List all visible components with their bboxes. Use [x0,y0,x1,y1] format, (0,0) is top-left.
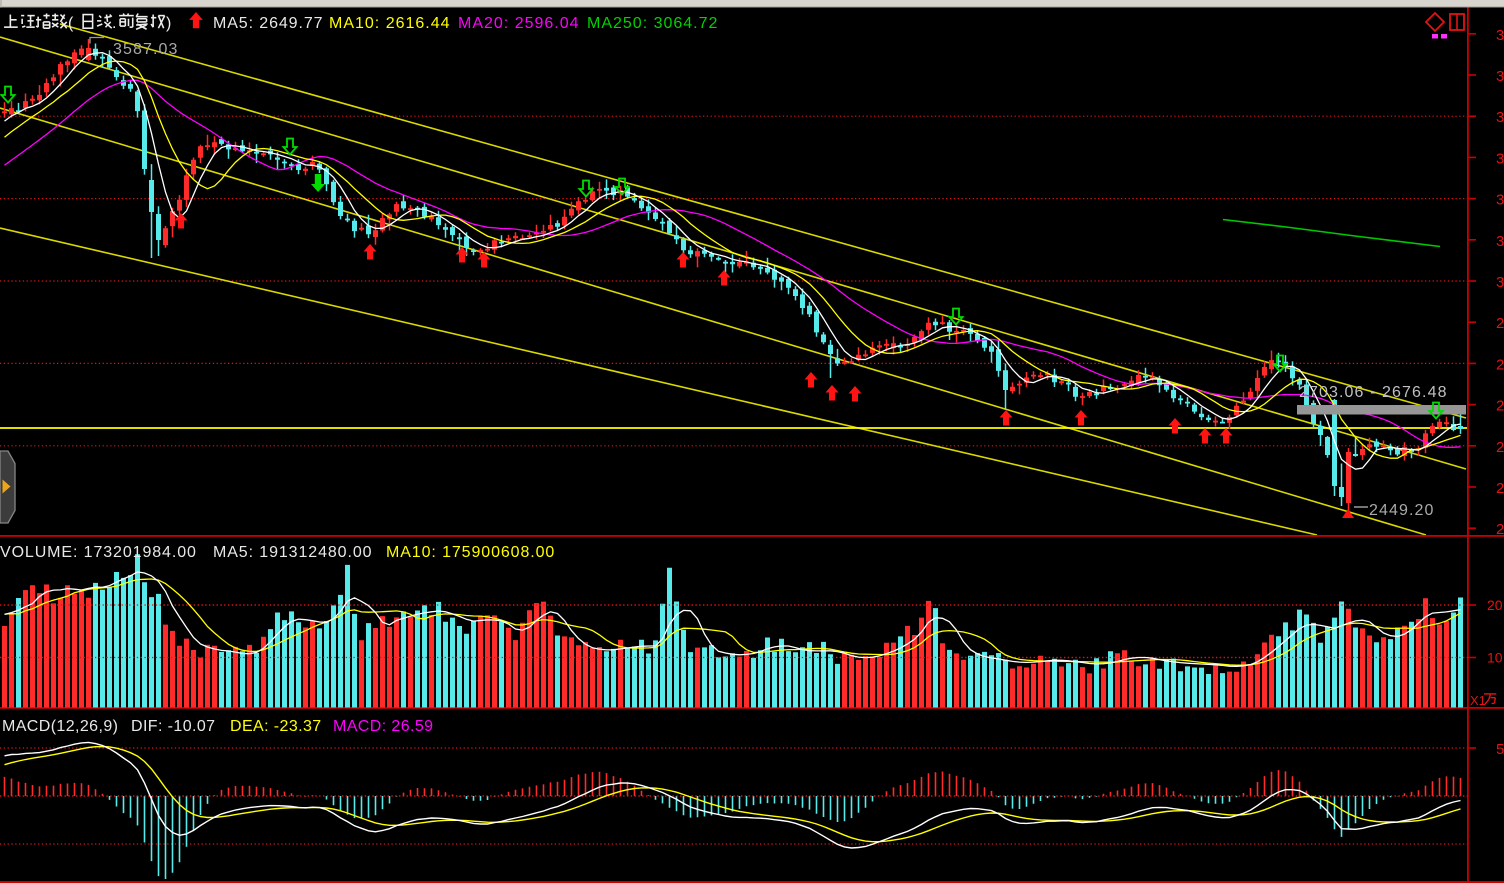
svg-text:2703.06 - 2676.48: 2703.06 - 2676.48 [1299,384,1448,401]
svg-text:3587.03: 3587.03 [113,41,179,58]
svg-text:3100: 3100 [1496,233,1504,250]
svg-text:MA10: 175900608.00: MA10: 175900608.00 [386,544,555,561]
svg-text:20: 20 [1487,597,1503,613]
svg-text:2500: 2500 [1496,480,1504,497]
svg-text:3500: 3500 [1496,68,1504,85]
svg-text:MA5: 191312480.00: MA5: 191312480.00 [213,544,372,561]
svg-text:3300: 3300 [1496,150,1504,167]
svg-text:MA10: 2616.44: MA10: 2616.44 [329,15,451,32]
svg-text:MACD: 26.59: MACD: 26.59 [333,718,433,735]
svg-text:MA250: 3064.72: MA250: 3064.72 [587,15,718,32]
svg-text:2400: 2400 [1496,521,1504,538]
svg-text:(: ( [68,15,74,32]
svg-text:2900: 2900 [1496,315,1504,332]
svg-text:MA20: 2596.04: MA20: 2596.04 [458,15,580,32]
svg-text:10: 10 [1487,650,1503,666]
svg-text:.: . [112,15,116,32]
svg-text:3000: 3000 [1496,274,1504,291]
svg-text:DEA: -23.37: DEA: -23.37 [230,718,322,735]
svg-text:3600: 3600 [1496,27,1504,44]
svg-text:MA5: 2649.77: MA5: 2649.77 [213,15,323,32]
svg-text:X1: X1 [1470,693,1486,708]
svg-text:): ) [166,15,171,32]
svg-text:3400: 3400 [1496,109,1504,126]
svg-text:3200: 3200 [1496,192,1504,209]
svg-text:DIF: -10.07: DIF: -10.07 [131,718,215,735]
svg-text:2449.20: 2449.20 [1369,502,1435,519]
svg-text:VOLUME: 173201984.00: VOLUME: 173201984.00 [0,544,197,561]
svg-text:MACD(12,26,9): MACD(12,26,9) [2,718,118,735]
svg-text:2600: 2600 [1496,439,1504,456]
svg-text:2800: 2800 [1496,356,1504,373]
svg-text:50: 50 [1496,741,1504,758]
svg-text:2700: 2700 [1496,398,1504,415]
